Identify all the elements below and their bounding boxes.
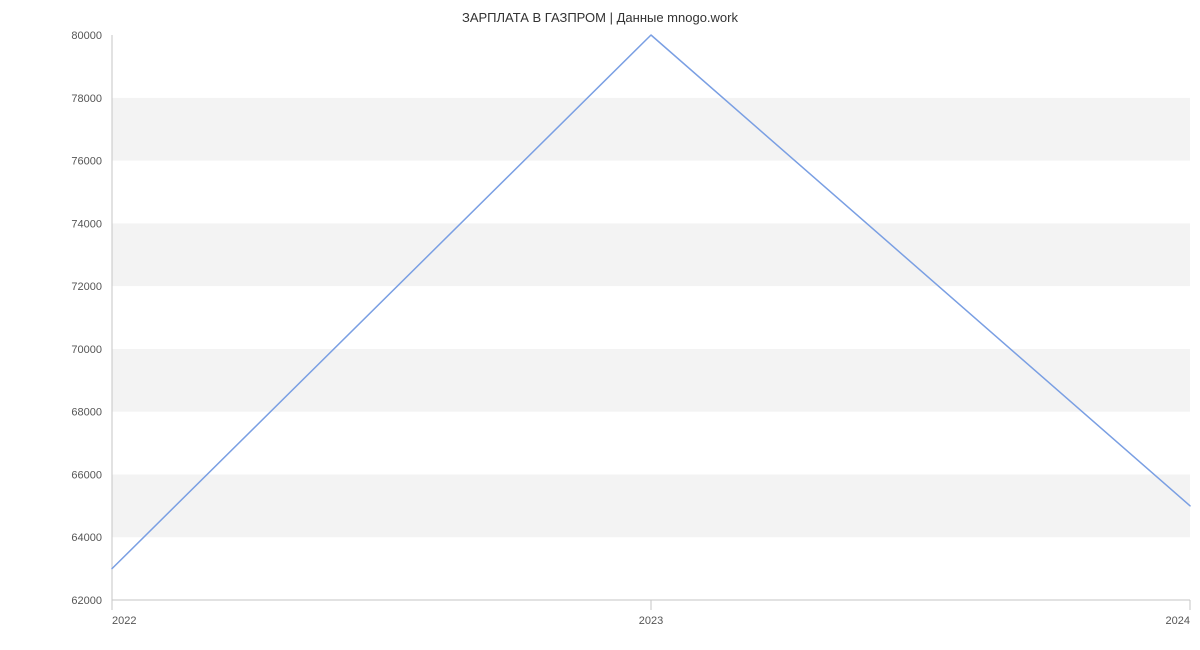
y-tick-label: 80000: [71, 30, 102, 42]
y-tick-label: 76000: [71, 156, 102, 168]
y-tick-label: 62000: [71, 595, 102, 607]
grid-band: [112, 161, 1190, 224]
grid-band: [112, 537, 1190, 600]
chart-svg: 62000 64000 66000 68000 70000 72000 74000 76000…: [0, 0, 1200, 650]
x-tick-label: 2024: [1166, 615, 1190, 627]
y-tick-label: 64000: [71, 532, 102, 544]
grid-band: [112, 223, 1190, 286]
y-tick-label: 70000: [71, 344, 102, 356]
grid-band: [112, 412, 1190, 475]
grid-band: [112, 35, 1190, 98]
salary-chart: ЗАРПЛАТА В ГАЗПРОМ | Данные mnogo.work 6…: [0, 0, 1200, 650]
x-tick-label: 2022: [112, 615, 136, 627]
grid-band: [112, 474, 1190, 537]
chart-title: ЗАРПЛАТА В ГАЗПРОМ | Данные mnogo.work: [0, 10, 1200, 25]
y-tick-label: 68000: [71, 407, 102, 419]
y-tick-label: 74000: [71, 218, 102, 230]
grid-band: [112, 286, 1190, 349]
y-tick-label: 66000: [71, 469, 102, 481]
y-tick-label: 78000: [71, 93, 102, 105]
grid-band: [112, 349, 1190, 412]
x-tick-label: 2023: [639, 615, 663, 627]
y-tick-label: 72000: [71, 281, 102, 293]
grid-band: [112, 98, 1190, 161]
